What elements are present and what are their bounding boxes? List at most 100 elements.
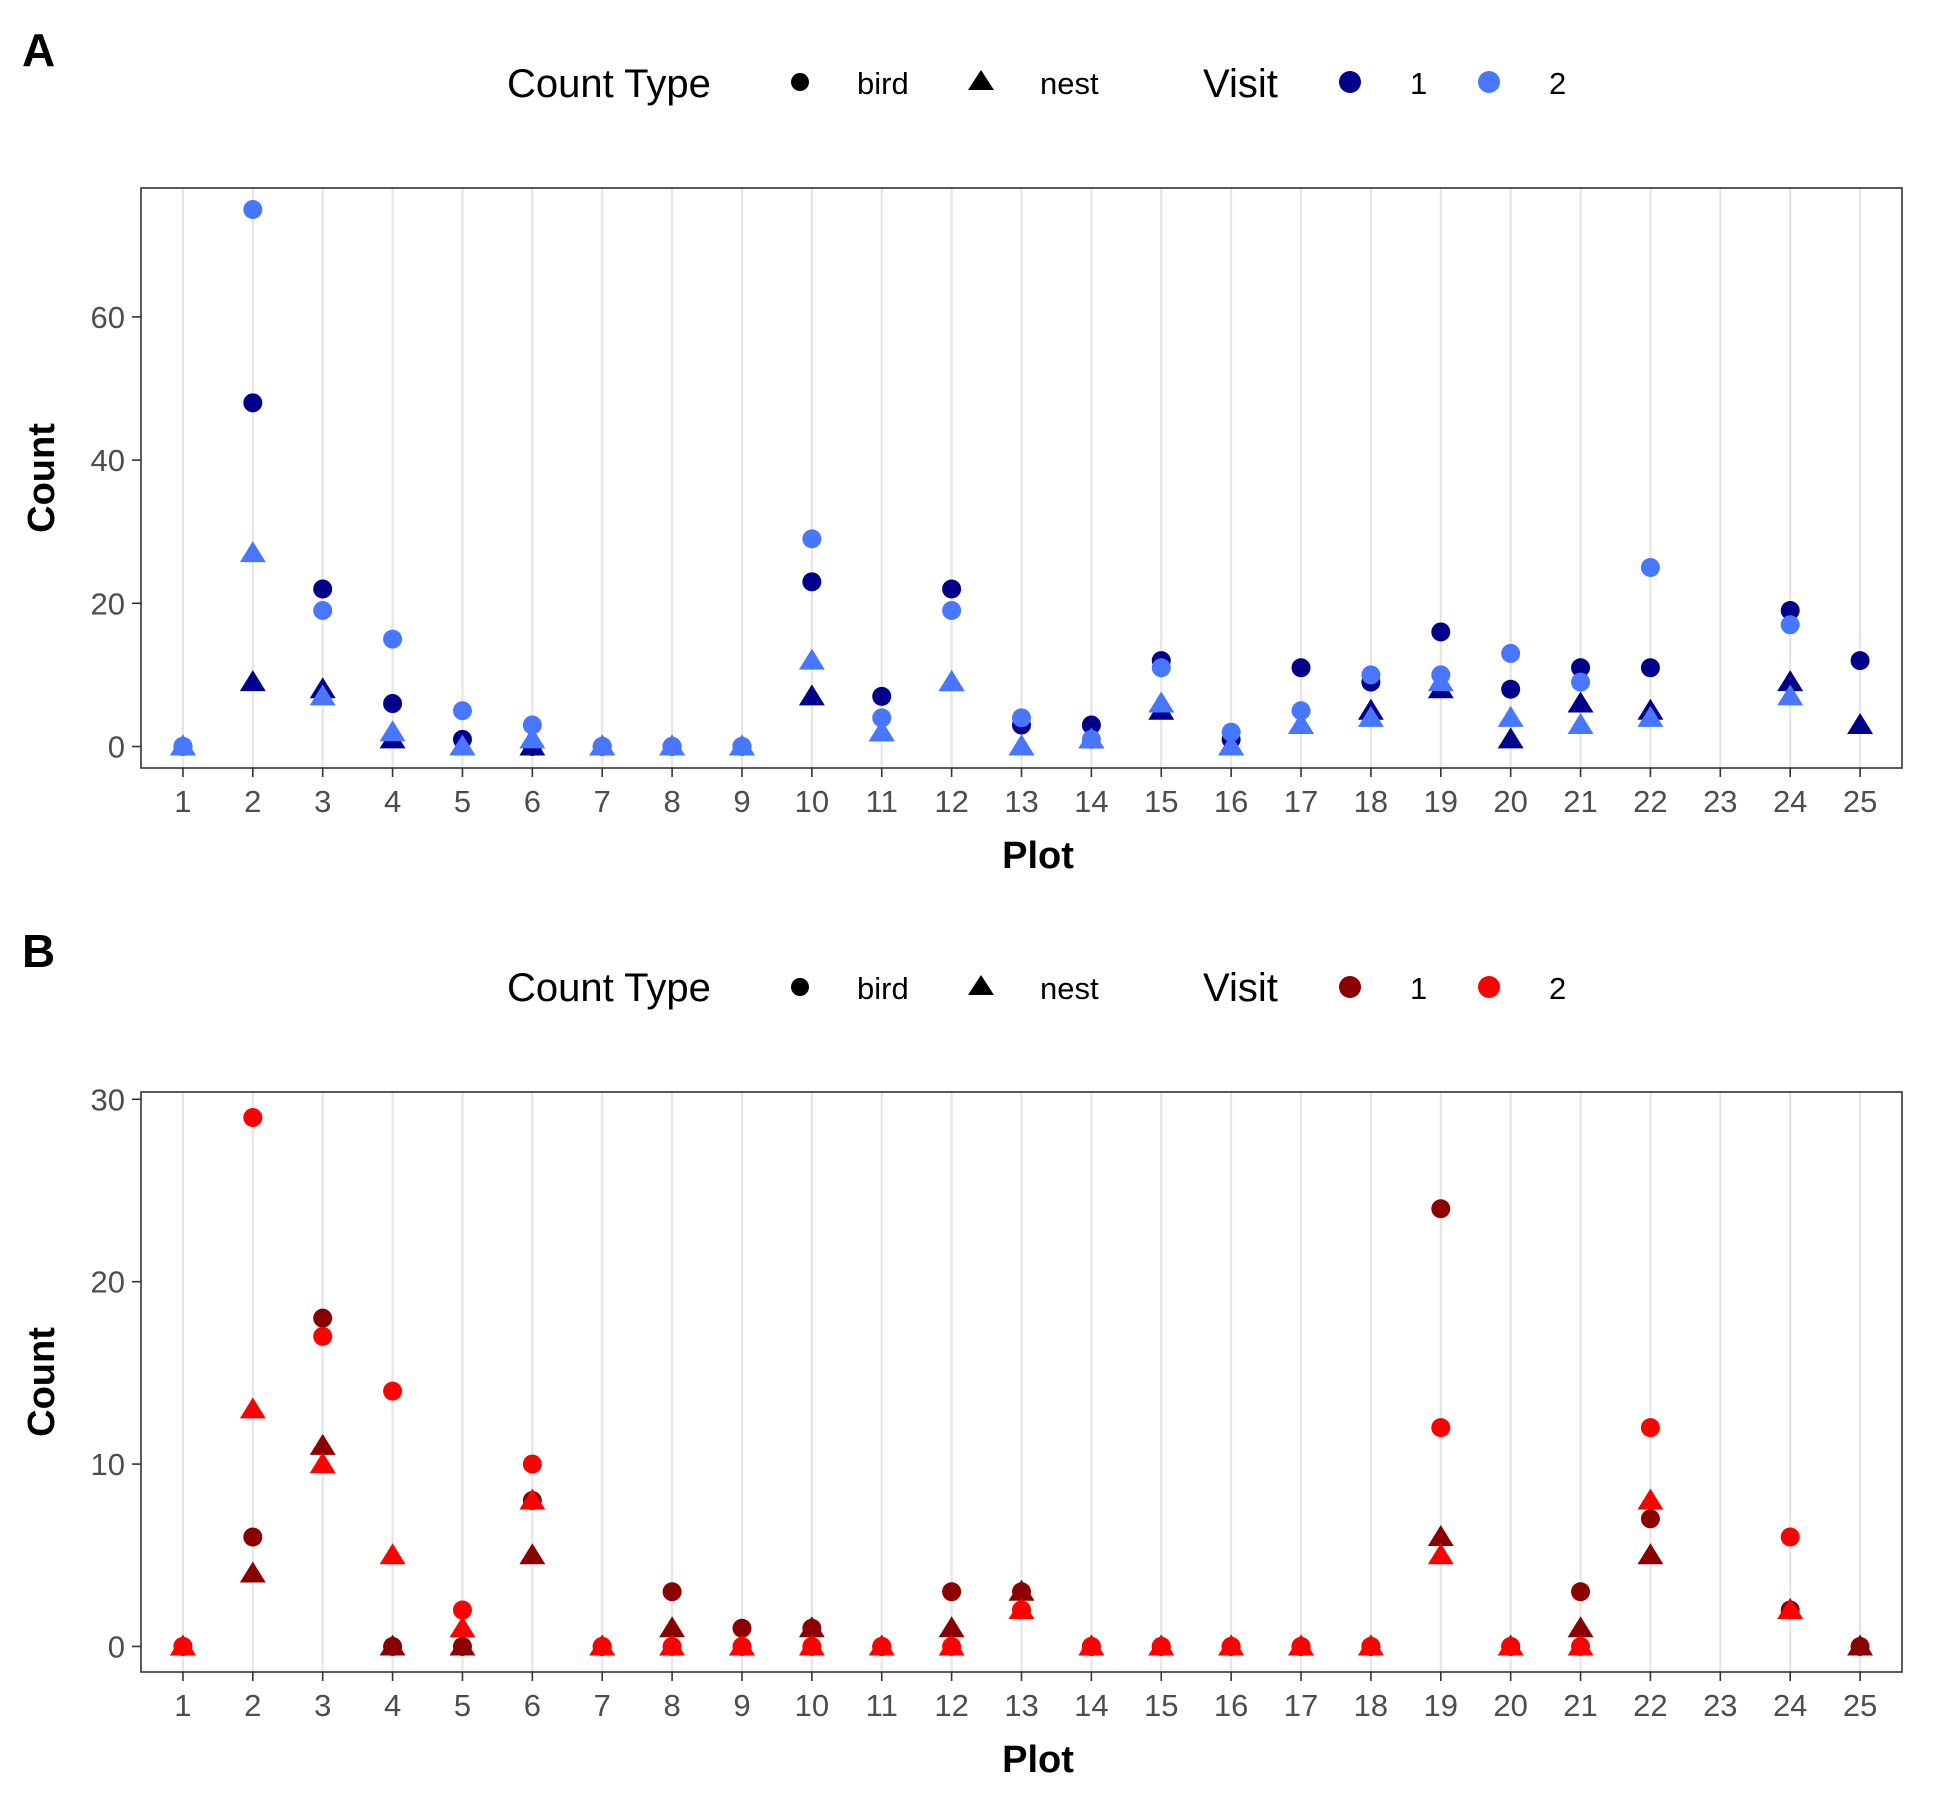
panel-b-x-tick-label: 14 bbox=[1074, 1688, 1108, 1723]
panel-a-x-tick-label: 7 bbox=[594, 784, 611, 819]
panel-a-x-axis: 1 2 3 4 5 6 7 8 9 10 11 12 13 14 15 16 17 18 19 20 21 22 23 24 2… bbox=[174, 768, 1877, 819]
panel-b-x-tick-label: 4 bbox=[384, 1688, 401, 1723]
panel-a-legend-color-title: Visit bbox=[1203, 62, 1278, 106]
panel-a-legend-visit1-label: 1 bbox=[1410, 66, 1427, 101]
panel-b-point-bird-visit1 bbox=[942, 1582, 962, 1602]
panel-b-legend-visit1-key bbox=[1339, 976, 1361, 998]
panel-b-point-bird-visit2 bbox=[383, 1381, 403, 1401]
panel-a-legend-nest-label: nest bbox=[1040, 66, 1099, 101]
panel-b-y-tick-label: 10 bbox=[91, 1447, 125, 1482]
panel-b-legend-nest-key bbox=[968, 975, 994, 995]
panel-a-point-nest-visit2 bbox=[798, 648, 825, 670]
panel-a-point-bird-visit1 bbox=[243, 393, 263, 413]
panel-b-point-nest-visit2 bbox=[868, 1634, 895, 1656]
panel-a-gridlines bbox=[181, 188, 1862, 768]
panel-a-x-tick-label: 23 bbox=[1703, 784, 1737, 819]
panel-b-x-tick-label: 15 bbox=[1144, 1688, 1178, 1723]
panel-a-y-axis: 0 20 40 60 bbox=[91, 300, 141, 765]
panel-b-x-tick-label: 1 bbox=[174, 1688, 191, 1723]
panel-a-point-nest-visit2 bbox=[449, 734, 476, 756]
panel-a-point-nest-visit2 bbox=[938, 670, 965, 692]
panel-a-x-tick-label: 24 bbox=[1773, 784, 1807, 819]
panel-a-y-tick-label: 0 bbox=[108, 730, 125, 765]
panel-b-x-tick-label: 17 bbox=[1284, 1688, 1318, 1723]
panel-a-point-nest-visit2 bbox=[589, 734, 616, 756]
panel-a-tag: A bbox=[22, 24, 55, 76]
panel-b-point-nest-visit2 bbox=[1357, 1634, 1384, 1656]
panel-a-x-tick-label: 2 bbox=[244, 784, 261, 819]
panel-a-point-nest-visit2 bbox=[868, 720, 895, 742]
panel-b-point-nest-visit1 bbox=[1567, 1616, 1594, 1638]
panel-b-legend: Count Type bird nest Visit 1 2 bbox=[507, 966, 1566, 1010]
panel-b-x-tick-label: 23 bbox=[1703, 1688, 1737, 1723]
panel-b-x-tick-label: 13 bbox=[1004, 1688, 1038, 1723]
panel-a-x-tick-label: 6 bbox=[524, 784, 541, 819]
panel-a-point-nest-visit2 bbox=[519, 727, 546, 749]
panel-b-point-nest-visit1 bbox=[449, 1634, 476, 1656]
panel-a-point-bird-visit1 bbox=[942, 579, 962, 599]
panel-b-x-tick-label: 12 bbox=[934, 1688, 968, 1723]
panel-a-point-nest-visit1 bbox=[239, 670, 266, 692]
panel-b-point-bird-visit2 bbox=[522, 1454, 542, 1474]
panel-a-x-tick-label: 8 bbox=[663, 784, 680, 819]
panel-a-x-tick-label: 21 bbox=[1563, 784, 1597, 819]
panel-a-point-bird-visit1 bbox=[383, 694, 403, 714]
panel-b-y-tick-label: 0 bbox=[108, 1629, 125, 1664]
panel-b-point-nest-visit1 bbox=[659, 1616, 686, 1638]
panel-a-x-tick-label: 14 bbox=[1074, 784, 1108, 819]
panel-b-legend-shape-title: Count Type bbox=[507, 966, 711, 1010]
panel-b-point-bird-visit1 bbox=[1431, 1199, 1451, 1219]
panel-b-point-nest-visit2 bbox=[1637, 1488, 1664, 1510]
panel-b-point-nest-visit2 bbox=[1567, 1634, 1594, 1656]
panel-a-point-bird-visit2 bbox=[243, 199, 263, 219]
panel-b-x-tick-label: 2 bbox=[244, 1688, 261, 1723]
panel-b-point-bird-visit2 bbox=[313, 1326, 333, 1346]
panel-b-point-bird-visit2 bbox=[1640, 1418, 1660, 1438]
panel-a-point-nest-visit2 bbox=[729, 734, 755, 756]
panel-a-point-bird-visit1 bbox=[1850, 651, 1870, 671]
panel-b-x-tick-label: 25 bbox=[1843, 1688, 1877, 1723]
panel-b-point-bird-visit2 bbox=[452, 1600, 472, 1620]
panel-b-legend-bird-key bbox=[791, 978, 809, 996]
panel-a-y-tick-label: 40 bbox=[91, 443, 125, 478]
panel-a-x-tick-label: 15 bbox=[1144, 784, 1178, 819]
panel-b-point-nest-visit1 bbox=[379, 1634, 406, 1656]
panel-b-point-nest-visit2 bbox=[309, 1452, 336, 1474]
panel-a-legend-visit2-key bbox=[1478, 71, 1500, 93]
panel-a-point-bird-visit1 bbox=[1291, 658, 1311, 678]
panel-a-point-bird-visit2 bbox=[1221, 722, 1241, 742]
panel-a-point-nest-visit2 bbox=[309, 684, 336, 706]
panel-b-point-nest-visit1 bbox=[1637, 1543, 1664, 1565]
panel-b-point-bird-visit1 bbox=[662, 1582, 682, 1602]
panel-a-point-nest-visit2 bbox=[1637, 705, 1664, 727]
panel-a-point-bird-visit2 bbox=[872, 708, 892, 728]
panel-b-tag: B bbox=[22, 925, 55, 977]
panel-a-x-tick-label: 1 bbox=[174, 784, 191, 819]
panel-a-point-bird-visit1 bbox=[1780, 600, 1800, 620]
panel-b-x-tick-label: 19 bbox=[1424, 1688, 1458, 1723]
panel-b-point-nest-visit1 bbox=[1847, 1634, 1874, 1656]
panel-a-point-nest-visit2 bbox=[239, 541, 266, 563]
panel-a-point-bird-visit1 bbox=[1501, 679, 1521, 699]
panel-a-x-tick-label: 4 bbox=[384, 784, 401, 819]
panel-b-points bbox=[169, 1108, 1874, 1656]
panel-a-x-axis-title: Plot bbox=[1002, 835, 1074, 877]
panel-a-legend-visit1-key bbox=[1339, 71, 1361, 93]
panel-a-x-tick-label: 12 bbox=[934, 784, 968, 819]
panel-a-point-nest-visit2 bbox=[659, 734, 686, 756]
panel-b-point-nest-visit2 bbox=[938, 1634, 965, 1656]
panel-a-point-nest-visit2 bbox=[1288, 713, 1314, 735]
panel-b-x-tick-label: 11 bbox=[866, 1688, 898, 1723]
panel-a-x-tick-label: 5 bbox=[454, 784, 471, 819]
panel-a-point-nest-visit2 bbox=[1567, 713, 1594, 735]
panel-a-point-nest-visit2 bbox=[379, 720, 406, 742]
panel-a-point-bird-visit1 bbox=[1081, 715, 1101, 735]
panel-a-point-bird-visit2 bbox=[1291, 701, 1311, 721]
panel-b-point-nest-visit2 bbox=[798, 1634, 825, 1656]
panel-a-y-axis-title: Count bbox=[21, 423, 63, 533]
panel-b-legend-color-title: Visit bbox=[1203, 966, 1278, 1010]
panel-b-y-axis-title: Count bbox=[21, 1327, 63, 1437]
